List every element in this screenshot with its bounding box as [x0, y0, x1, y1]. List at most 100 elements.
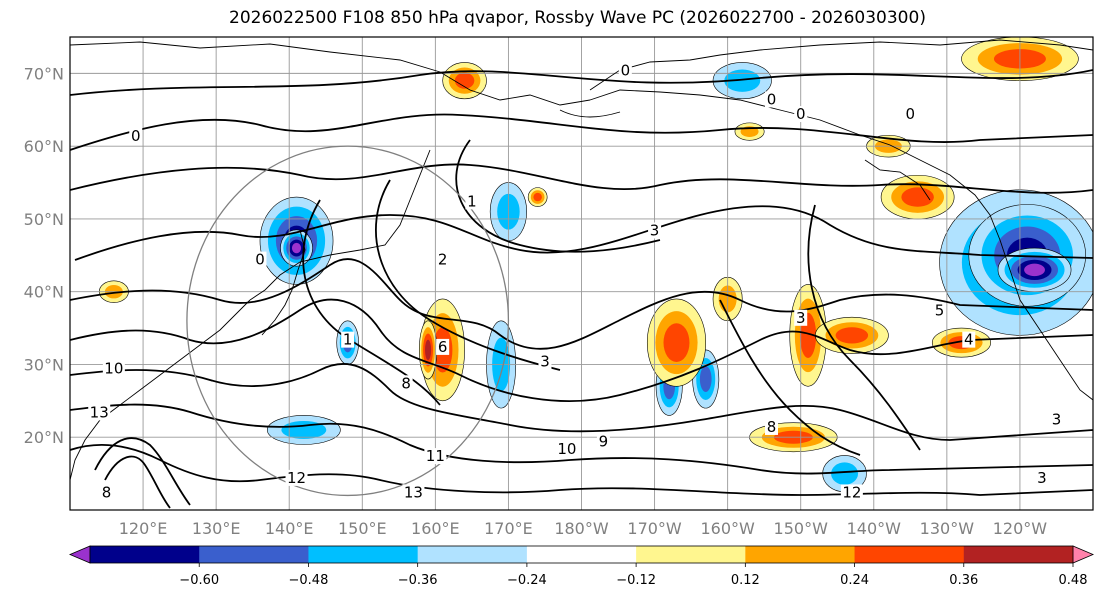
contour-label-bg: [538, 353, 552, 370]
contour-label: 0: [906, 105, 916, 123]
anomaly-blob: [724, 69, 761, 92]
contour-label: 13: [90, 403, 109, 421]
contour-label-bg: [285, 469, 308, 486]
contour-label: 12: [842, 483, 861, 501]
contour-label: 9: [599, 433, 609, 451]
contour-label: 3: [1037, 469, 1047, 487]
contour-label: 8: [102, 483, 112, 501]
latitude-tick-labels: 70°N 60°N 50°N 40°N 30°N 20°N: [24, 64, 64, 447]
lon-tick-label: 160°W: [700, 519, 755, 538]
colorbar-bin: [90, 546, 200, 563]
contour-label-bg: [436, 251, 450, 268]
contour-label: 5: [935, 302, 945, 320]
contour-label: 13: [404, 483, 423, 501]
colorbar-tick-label: −0.24: [507, 573, 547, 588]
contour-label: 0: [131, 127, 141, 145]
colorbar-tick-label: 0.48: [1059, 573, 1088, 588]
colorbar-bin: [526, 546, 637, 563]
contour-label: 10: [557, 440, 576, 458]
contour-label-bg: [402, 484, 425, 501]
contour-label-bg: [840, 484, 863, 501]
colorbar-extend-high: [1072, 545, 1095, 564]
anomaly-blob: [901, 187, 934, 207]
contour-label-bg: [1049, 411, 1063, 428]
contour-label: 0: [255, 251, 265, 269]
lat-tick-label: 40°N: [24, 283, 64, 302]
colorbar-bin: [963, 546, 1074, 563]
colorbar-tick-label: −0.48: [289, 573, 329, 588]
contour-label: 1: [467, 192, 477, 210]
contour-label-bg: [399, 375, 413, 392]
anomaly-blob: [831, 462, 859, 485]
lon-tick-label: 140°W: [847, 519, 902, 538]
contour-label-bg: [465, 193, 479, 210]
coastlines: [70, 39, 1093, 481]
contour-label: 10: [104, 360, 123, 378]
lon-tick-label: 180°W: [554, 519, 609, 538]
anomaly-blob: [835, 327, 869, 344]
contour-label-bg: [341, 331, 355, 348]
anomaly-blob: [425, 339, 432, 361]
colorbar: [68, 545, 1095, 567]
map-title: 2026022500 F108 850 hPa qvapor, Rossby W…: [229, 8, 926, 28]
lon-tick-label: 130°W: [920, 519, 975, 538]
colorbar-bin: [417, 546, 528, 563]
contour-label-bg: [764, 418, 778, 435]
contour-label-bg: [794, 309, 808, 326]
contour-label: 12: [287, 469, 306, 487]
lon-tick-label: 130°E: [192, 519, 241, 538]
contour-label-bg: [648, 222, 662, 239]
colorbar-tick-label: 0.24: [840, 573, 869, 588]
contour-label-bg: [88, 404, 111, 421]
contour-label: 3: [796, 309, 806, 327]
lat-tick-label: 70°N: [24, 64, 64, 83]
contour-label-bg: [424, 448, 447, 465]
colorbar-bin: [199, 546, 309, 563]
lon-tick-label: 120°W: [993, 519, 1048, 538]
contour-label: 3: [540, 352, 550, 370]
anomaly-blob: [699, 366, 712, 392]
anomaly-blob: [454, 72, 475, 89]
contour-label-bg: [1035, 469, 1049, 486]
contour-label-bg: [764, 91, 778, 108]
contour-label-bg: [618, 62, 632, 79]
contour-label: 4: [964, 331, 974, 349]
contour-label: 0: [796, 105, 806, 123]
contour-label-bg: [794, 106, 808, 123]
anomaly-blob: [533, 192, 542, 202]
graticule: [70, 37, 1093, 510]
contour-label-bg: [962, 331, 976, 348]
contour-label: 3: [650, 221, 660, 239]
lon-tick-label: 160°E: [411, 519, 460, 538]
anomaly-blob: [663, 323, 690, 363]
colorbar-tick-label: 0.36: [949, 573, 978, 588]
colorbar-tick-label: 0.12: [731, 573, 760, 588]
lon-tick-label: 170°E: [484, 519, 533, 538]
anomaly-blob: [1024, 263, 1045, 277]
contour-label-bg: [555, 440, 578, 457]
domain-circle: [186, 145, 510, 497]
lon-tick-label: 150°E: [338, 519, 387, 538]
contour-label-bg: [436, 338, 450, 355]
lon-tick-label: 120°E: [119, 519, 168, 538]
lat-tick-label: 50°N: [24, 210, 64, 229]
contour-label-bg: [933, 302, 947, 319]
map-frame: [69, 36, 1094, 511]
anomaly-blob: [291, 242, 302, 254]
colorbar-tick-label: −0.60: [179, 573, 219, 588]
contour-label-bg: [903, 106, 917, 123]
longitude-tick-labels: 120°E 130°E 140°E 150°E 160°E 170°E 180°W 170°W…: [119, 519, 1048, 538]
contour-label-bg: [102, 360, 125, 377]
contour-label: 6: [438, 338, 448, 356]
contour-label: 0: [621, 61, 631, 79]
contour-label-bg: [100, 484, 114, 501]
colorbar-bin: [745, 546, 856, 563]
colorbar-bin: [636, 546, 746, 563]
contour-label: 11: [426, 447, 445, 465]
contour-label: 8: [401, 374, 411, 392]
lat-tick-label: 20°N: [24, 428, 64, 447]
lat-tick-label: 30°N: [24, 355, 64, 374]
contour-label: 1: [343, 331, 353, 349]
